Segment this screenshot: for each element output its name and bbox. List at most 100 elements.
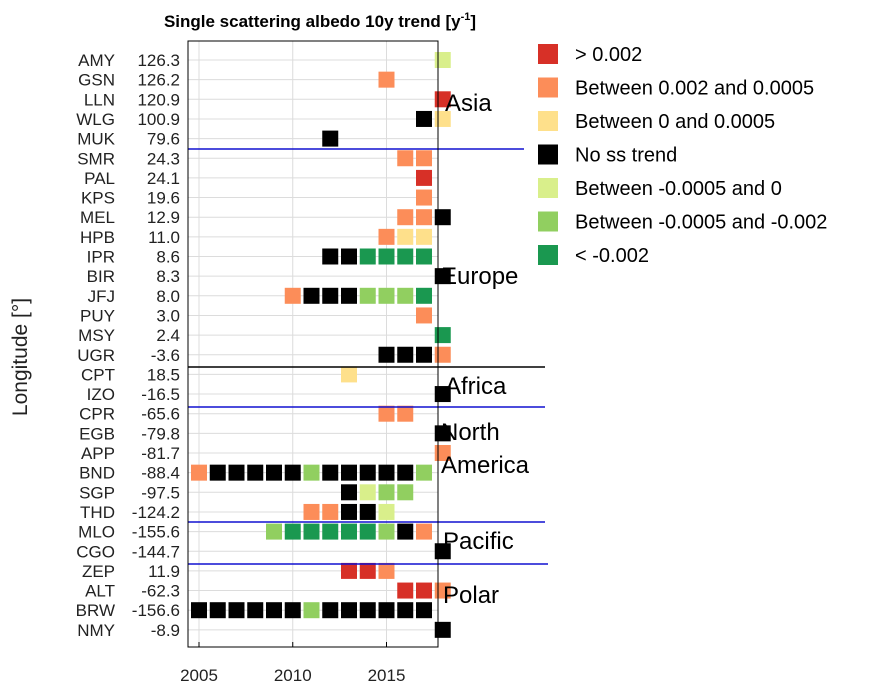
trend-cell-muk bbox=[322, 130, 339, 147]
station-code: MEL bbox=[80, 208, 115, 227]
trend-cell-brw bbox=[191, 602, 207, 619]
trend-cell-sgp bbox=[397, 484, 414, 501]
y-axis-label: Longitude [°] bbox=[9, 298, 32, 416]
trend-cell-puy bbox=[416, 307, 432, 324]
station-longitude: 11.9 bbox=[148, 562, 180, 581]
station-code: BRW bbox=[76, 601, 115, 620]
station-code: BIR bbox=[87, 267, 115, 286]
station-code: ALT bbox=[85, 582, 115, 601]
trend-cell-bnd bbox=[209, 464, 226, 481]
station-longitude: -97.5 bbox=[141, 483, 180, 502]
station-code: CGO bbox=[76, 542, 115, 561]
trend-cell-cpr bbox=[378, 405, 395, 422]
station-longitude: -3.6 bbox=[151, 346, 180, 365]
trend-cell-sgp bbox=[341, 484, 357, 501]
station-code: CPR bbox=[79, 405, 115, 424]
legend-swatch bbox=[538, 178, 558, 198]
trend-cell-ugr bbox=[378, 346, 395, 363]
station-longitude: -88.4 bbox=[141, 464, 180, 483]
station-code: MLO bbox=[78, 523, 115, 542]
trend-cell-nmy bbox=[434, 621, 451, 638]
trend-cell-sgp bbox=[378, 484, 395, 501]
trend-cell-bnd bbox=[228, 464, 245, 481]
cells bbox=[191, 52, 451, 638]
legend-label: < -0.002 bbox=[575, 245, 649, 267]
trend-cell-msy bbox=[434, 327, 451, 344]
trend-cell-ipr bbox=[341, 248, 357, 265]
trend-cell-thd bbox=[378, 503, 395, 520]
trend-cell-ugr bbox=[434, 346, 451, 363]
legend-label: Between 0.002 and 0.0005 bbox=[575, 78, 814, 100]
trend-cell-brw bbox=[247, 602, 264, 619]
trend-cell-bnd bbox=[341, 464, 357, 481]
station-longitude: -81.7 bbox=[141, 444, 180, 463]
station-longitude: -62.3 bbox=[141, 582, 180, 601]
station-code: NMY bbox=[77, 621, 115, 640]
station-code: BND bbox=[79, 464, 115, 483]
trend-cell-smr bbox=[416, 150, 432, 167]
station-code: WLG bbox=[76, 110, 115, 129]
x-tick-label: 2010 bbox=[274, 666, 312, 685]
legend-swatch bbox=[538, 111, 558, 131]
trend-cell-wlg bbox=[434, 110, 451, 127]
trend-cell-cgo bbox=[434, 543, 451, 560]
trend-cell-ipr bbox=[397, 248, 414, 265]
trend-cell-brw bbox=[359, 602, 376, 619]
trend-cell-hpb bbox=[378, 228, 395, 245]
trend-cell-zep bbox=[359, 562, 376, 579]
region-label: Europe bbox=[441, 263, 518, 290]
trend-cell-egb bbox=[434, 425, 451, 442]
trend-cell-jfj bbox=[303, 287, 320, 304]
trend-cell-brw bbox=[378, 602, 395, 619]
trend-cell-pal bbox=[416, 169, 432, 186]
legend-swatch bbox=[538, 245, 558, 265]
trend-cell-brw bbox=[322, 602, 339, 619]
station-longitude: -16.5 bbox=[141, 385, 180, 404]
station-longitude: 126.3 bbox=[137, 51, 180, 70]
trend-cell-izo bbox=[434, 386, 451, 403]
station-code: IZO bbox=[87, 385, 115, 404]
station-longitude: -144.7 bbox=[132, 542, 180, 561]
region-separators bbox=[188, 148, 548, 565]
region-label: Pacific bbox=[443, 528, 514, 555]
trend-cell-ipr bbox=[322, 248, 339, 265]
region-label: Asia bbox=[445, 90, 492, 117]
trend-cell-kps bbox=[416, 189, 432, 206]
trend-cell-mlo bbox=[303, 523, 320, 540]
station-longitude: 8.3 bbox=[156, 267, 180, 286]
trend-cell-ipr bbox=[416, 248, 432, 265]
station-code: MUK bbox=[77, 130, 115, 149]
trend-cell-bnd bbox=[191, 464, 207, 481]
region-labels: Asia Europe Africa North America Pacific Polar bbox=[441, 90, 530, 609]
station-longitude: -79.8 bbox=[141, 424, 180, 443]
trend-cell-bnd bbox=[303, 464, 320, 481]
trend-cell-alt bbox=[397, 582, 414, 599]
trend-cell-mlo bbox=[359, 523, 376, 540]
trend-cell-brw bbox=[303, 602, 320, 619]
trend-cell-smr bbox=[397, 150, 414, 167]
trend-cell-brw bbox=[266, 602, 282, 619]
station-code: HPB bbox=[80, 228, 115, 247]
station-longitude: 18.5 bbox=[147, 365, 180, 384]
trend-cell-bnd bbox=[378, 464, 395, 481]
station-longitude: -124.2 bbox=[132, 503, 180, 522]
trend-cell-mlo bbox=[266, 523, 282, 540]
trend-cell-cpt bbox=[341, 366, 357, 383]
trend-cell-bnd bbox=[322, 464, 339, 481]
station-longitude: 79.6 bbox=[147, 130, 180, 149]
legend-label: Between -0.0005 and -0.002 bbox=[575, 212, 827, 234]
trend-cell-thd bbox=[303, 503, 320, 520]
station-code: IPR bbox=[87, 248, 115, 267]
trend-cell-brw bbox=[284, 602, 301, 619]
trend-cell-mlo bbox=[284, 523, 301, 540]
trend-cell-bnd bbox=[266, 464, 282, 481]
station-longitude: 19.6 bbox=[147, 189, 180, 208]
station-longitude: -156.6 bbox=[132, 601, 180, 620]
trend-cell-amy bbox=[434, 52, 451, 68]
trend-cell-bnd bbox=[397, 464, 414, 481]
x-axis: 2005 2010 2015 bbox=[180, 642, 405, 685]
trend-cell-cpr bbox=[397, 405, 414, 422]
trend-cell-lln bbox=[434, 91, 451, 108]
trend-cell-thd bbox=[341, 503, 357, 520]
